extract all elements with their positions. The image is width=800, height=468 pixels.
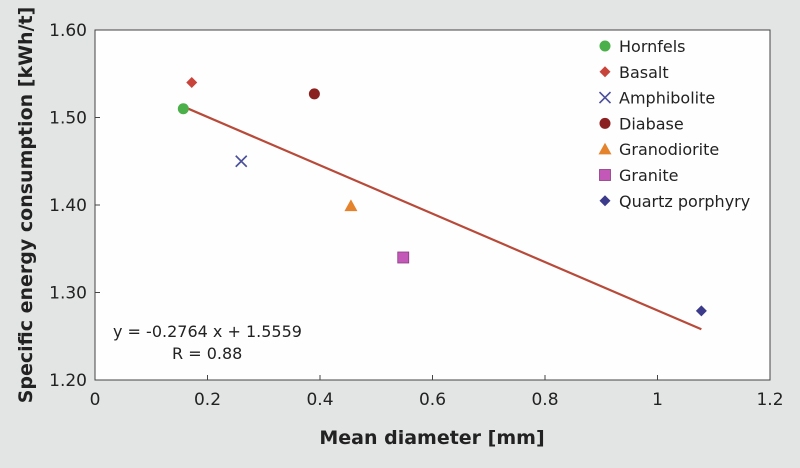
point-basalt xyxy=(186,77,198,88)
legend-label-quartz-porphyry: Quartz porphyry xyxy=(619,192,750,211)
y-tick-label: 1.40 xyxy=(49,196,87,216)
legend-label-granite: Granite xyxy=(619,166,678,185)
point-granite xyxy=(397,251,410,264)
legend-label-granodiorite: Granodiorite xyxy=(619,140,719,159)
x-axis-title: Mean diameter [mm] xyxy=(319,427,544,449)
legend-marker-granite xyxy=(599,169,611,181)
y-tick-label: 1.50 xyxy=(49,109,87,129)
legend-label-diabase: Diabase xyxy=(619,114,684,133)
plot-area xyxy=(94,29,771,381)
y-tick-label: 1.30 xyxy=(49,284,87,304)
legend-marker-quartz-porphyry xyxy=(599,195,611,207)
legend-label-basalt: Basalt xyxy=(619,63,669,82)
y-tick-label: 1.20 xyxy=(49,371,87,391)
legend-label-amphibolite: Amphibolite xyxy=(619,89,715,108)
x-tick-label: 0 xyxy=(90,390,101,410)
trendline xyxy=(182,105,702,331)
legend-label-hornfels: Hornfels xyxy=(619,37,686,56)
equation-annotation: y = -0.2764 x + 1.5559 xyxy=(113,322,302,341)
point-diabase xyxy=(308,88,320,100)
legend-marker-diabase xyxy=(599,117,611,129)
x-tick-label: 0.6 xyxy=(419,390,446,410)
x-tick-label: 1.2 xyxy=(756,390,783,410)
legend-marker-granodiorite xyxy=(598,142,612,155)
r-value-annotation: R = 0.88 xyxy=(172,344,242,363)
x-tick-label: 0.2 xyxy=(194,390,221,410)
x-tick-label: 1 xyxy=(652,390,663,410)
x-tick-label: 0.4 xyxy=(306,390,333,410)
point-quartz-porphyry xyxy=(695,305,707,317)
point-granodiorite xyxy=(344,199,358,212)
legend-marker-amphibolite xyxy=(598,91,612,104)
y-tick-label: 1.60 xyxy=(49,21,87,41)
point-hornfels xyxy=(177,103,189,115)
legend-marker-basalt xyxy=(599,66,611,78)
x-tick-label: 0.8 xyxy=(531,390,558,410)
legend-marker-hornfels xyxy=(599,40,611,52)
point-amphibolite xyxy=(235,155,248,168)
y-axis-title: Specific energy consumption [kWh/t] xyxy=(15,7,37,404)
